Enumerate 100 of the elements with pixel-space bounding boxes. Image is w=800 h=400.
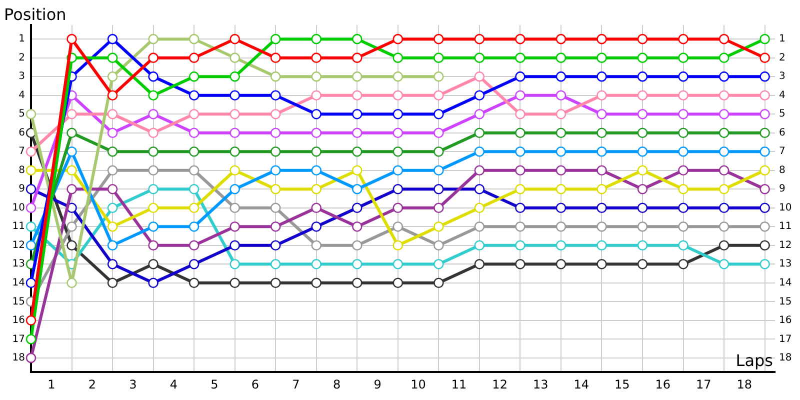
point [760, 259, 770, 270]
point [434, 184, 444, 194]
point [678, 165, 688, 176]
point [556, 90, 566, 100]
point [107, 184, 118, 194]
point [515, 221, 526, 232]
point [678, 90, 688, 100]
y-axis-title: Position [4, 5, 66, 24]
point [311, 71, 322, 82]
point [352, 259, 362, 270]
point [760, 146, 770, 157]
point [515, 165, 526, 176]
point [434, 259, 444, 270]
point [718, 71, 730, 82]
y2-tick-label: 6 [779, 127, 786, 138]
point [596, 202, 607, 214]
point [188, 240, 200, 251]
point [311, 52, 322, 63]
point [107, 128, 118, 138]
point [596, 71, 607, 82]
point [148, 240, 158, 251]
y2-tick-label: 17 [779, 334, 792, 345]
point [311, 259, 322, 270]
point [678, 240, 688, 251]
point [270, 52, 281, 63]
point [352, 71, 362, 82]
point [637, 146, 648, 157]
point [596, 90, 607, 100]
y-tick-label: 16 [12, 315, 25, 326]
point [678, 221, 688, 232]
point [26, 184, 36, 194]
y-tick-label: 3 [18, 71, 25, 82]
point [760, 165, 770, 176]
point [66, 146, 77, 157]
point [515, 184, 526, 194]
point [148, 202, 158, 214]
point [107, 90, 118, 100]
point [434, 278, 444, 288]
point [474, 52, 485, 63]
point [188, 128, 200, 138]
point [474, 202, 485, 214]
point [392, 165, 404, 176]
point [230, 34, 240, 44]
point [148, 52, 158, 63]
y2-tick-label: 5 [779, 108, 786, 120]
point [230, 202, 240, 214]
point [515, 90, 526, 100]
point [556, 128, 566, 138]
point [392, 52, 404, 63]
point [474, 240, 485, 251]
point [352, 90, 362, 100]
point [270, 90, 281, 100]
point [556, 52, 566, 63]
point [718, 240, 730, 251]
point [637, 108, 648, 120]
point [26, 202, 36, 214]
point [311, 90, 322, 100]
point [107, 52, 118, 63]
x-tick-label: 6 [251, 377, 260, 392]
point [556, 240, 566, 251]
y2-tick-label: 7 [779, 146, 786, 158]
point [678, 52, 688, 63]
point [66, 34, 77, 44]
x-tick-label: 13 [532, 377, 548, 392]
point [26, 240, 36, 251]
x-tick-label: 10 [410, 377, 426, 392]
point [230, 165, 240, 176]
point [434, 52, 444, 63]
point [474, 165, 485, 176]
x-tick-label: 7 [292, 377, 300, 392]
point [556, 108, 566, 120]
point [678, 71, 688, 82]
point [515, 34, 526, 44]
point [311, 202, 322, 214]
point [474, 90, 485, 100]
point [718, 221, 730, 232]
point [515, 240, 526, 251]
x-tick-label: 2 [88, 377, 96, 392]
point [637, 128, 648, 138]
point [230, 146, 240, 157]
point [515, 71, 526, 82]
point [434, 146, 444, 157]
y-tick-label: 7 [18, 146, 25, 158]
point [760, 90, 770, 100]
point [556, 34, 566, 44]
point [474, 184, 485, 194]
point [311, 184, 322, 194]
y2-tick-label: 13 [779, 258, 792, 270]
point [107, 165, 118, 176]
point [270, 146, 281, 157]
point [270, 128, 281, 138]
point [26, 221, 36, 232]
point [148, 278, 158, 288]
point [760, 184, 770, 194]
point [474, 146, 485, 157]
point [678, 184, 688, 194]
point [26, 278, 36, 288]
point [596, 34, 607, 44]
point [188, 71, 200, 82]
point [148, 165, 158, 176]
